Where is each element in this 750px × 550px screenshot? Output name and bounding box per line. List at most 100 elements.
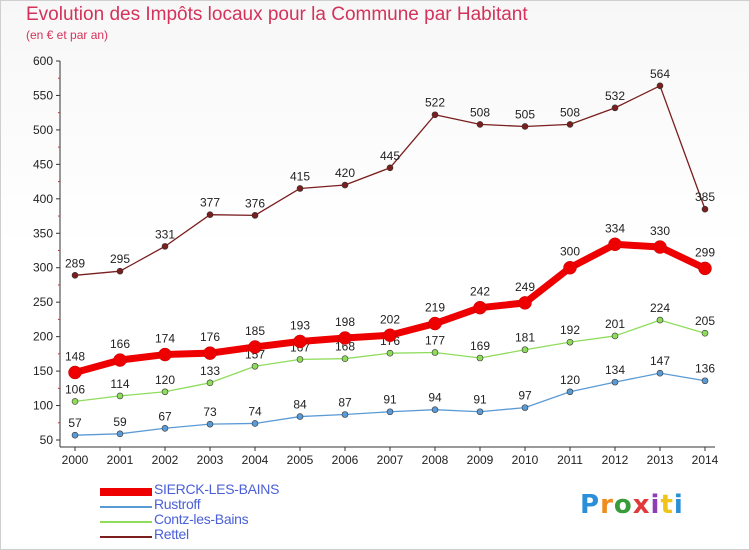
data-label: 74 [248, 404, 262, 418]
data-label: 377 [200, 196, 220, 210]
data-label: 87 [338, 396, 352, 410]
data-label: 57 [68, 416, 82, 430]
data-label: 564 [650, 67, 670, 81]
data-label: 106 [65, 382, 85, 396]
legend-swatch [100, 488, 152, 496]
data-label: 334 [605, 221, 625, 235]
data-point [116, 430, 124, 438]
data-label: 94 [428, 391, 442, 405]
x-tick-label: 2000 [62, 453, 89, 467]
data-point [656, 82, 664, 90]
x-tick-label: 2002 [152, 453, 179, 467]
data-label: 84 [293, 398, 307, 412]
data-point [296, 185, 304, 192]
data-label: 224 [650, 301, 670, 315]
data-label: 97 [518, 389, 532, 403]
data-point [566, 338, 574, 346]
chart-subtitle: (en € et par an) [26, 28, 109, 42]
data-point [206, 420, 214, 428]
data-point [701, 329, 709, 337]
data-point [71, 431, 79, 439]
data-label: 522 [425, 96, 445, 110]
data-label: 120 [560, 373, 580, 387]
data-point [656, 316, 664, 324]
data-label: 445 [380, 149, 400, 163]
data-point [251, 420, 259, 427]
data-point [701, 377, 709, 385]
data-point [518, 296, 532, 310]
data-label: 330 [650, 224, 670, 238]
y-tick-label: 500 [33, 123, 53, 137]
data-point [476, 354, 484, 362]
data-label: 136 [695, 362, 715, 376]
legend-label: Contz-les-Bains [154, 511, 249, 527]
x-tick-label: 2005 [287, 453, 314, 467]
legend-swatch [100, 506, 152, 508]
data-point [386, 349, 394, 357]
logo-letter: i [650, 490, 661, 520]
data-point [566, 388, 574, 396]
data-point [338, 331, 352, 345]
data-label: 91 [473, 393, 487, 407]
legend-swatch [100, 536, 152, 538]
data-point [203, 346, 217, 360]
data-label: 505 [515, 107, 535, 121]
logo-letter: i [673, 490, 684, 520]
legend-label: Rettel [154, 526, 189, 542]
data-label: 193 [290, 318, 310, 332]
data-point [431, 111, 439, 119]
data-point [206, 379, 214, 387]
legend-label: SIERCK-LES-BAINS [154, 481, 280, 497]
x-tick-label: 2007 [377, 453, 404, 467]
x-tick-label: 2008 [422, 453, 449, 467]
proxiti-logo: Proxiti [580, 490, 684, 520]
data-point [608, 237, 622, 252]
data-label: 300 [560, 245, 580, 259]
data-point [113, 353, 127, 367]
legend-swatch [100, 521, 152, 523]
data-label: 508 [560, 105, 580, 119]
data-point [71, 272, 79, 279]
data-label: 133 [200, 364, 220, 378]
data-point [116, 392, 124, 400]
data-label: 299 [695, 245, 715, 259]
logo-letter: o [613, 490, 633, 520]
legend-label: Rustroff [154, 496, 201, 512]
data-label: 168 [335, 340, 355, 354]
data-label: 147 [650, 354, 670, 368]
data-label: 242 [470, 285, 490, 299]
data-label: 201 [605, 317, 625, 331]
y-tick-label: 100 [33, 399, 53, 413]
data-point [611, 332, 619, 340]
data-point [431, 406, 439, 413]
data-point [116, 267, 124, 275]
data-point [701, 205, 709, 213]
x-tick-label: 2006 [332, 453, 359, 467]
data-point [68, 365, 82, 380]
data-point [473, 300, 487, 315]
y-tick-label: 350 [33, 226, 53, 240]
data-label: 181 [515, 331, 535, 345]
data-label: 114 [110, 377, 129, 391]
data-label: 192 [560, 323, 580, 337]
data-point [566, 121, 574, 128]
data-point [341, 355, 349, 362]
y-tick-label: 450 [33, 157, 53, 171]
data-point [383, 328, 397, 343]
x-tick-label: 2004 [242, 453, 269, 467]
data-label: 120 [155, 373, 175, 387]
data-label: 185 [245, 324, 265, 338]
data-label: 177 [425, 333, 445, 347]
data-point [293, 334, 307, 349]
data-label: 331 [155, 227, 175, 241]
data-label: 134 [605, 363, 625, 377]
data-label: 420 [335, 166, 355, 180]
data-point [71, 398, 79, 405]
data-point [161, 424, 169, 432]
y-tick-label: 550 [33, 88, 53, 102]
data-point [206, 211, 214, 218]
data-label: 174 [155, 332, 175, 346]
data-point [161, 388, 169, 396]
y-tick-label: 200 [33, 330, 53, 344]
data-label: 148 [65, 349, 85, 363]
